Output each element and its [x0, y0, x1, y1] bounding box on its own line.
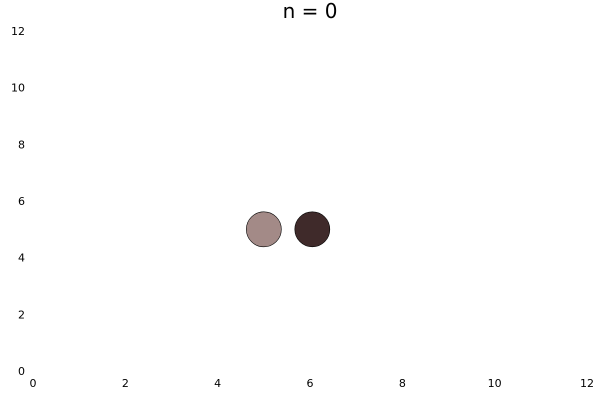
scatter-point: [246, 211, 282, 248]
x-tick-label: 10: [488, 377, 502, 390]
y-tick-label: 4: [18, 252, 25, 265]
chart-title: n = 0: [283, 0, 338, 23]
plot-points: [246, 211, 331, 248]
x-tick-label: 4: [214, 377, 221, 390]
y-axis: 0 2 4 6 8 10 12: [11, 25, 25, 378]
x-axis: 0 2 4 6 8 10 12: [30, 377, 595, 390]
y-tick-label: 2: [18, 308, 25, 321]
x-tick-label: 12: [580, 377, 594, 390]
x-tick-label: 0: [30, 377, 37, 390]
y-tick-label: 10: [11, 82, 25, 95]
scatter-point: [294, 211, 331, 248]
y-tick-label: 12: [11, 25, 25, 38]
y-tick-label: 6: [18, 195, 25, 208]
x-tick-label: 2: [122, 377, 129, 390]
y-tick-label: 0: [18, 365, 25, 378]
x-tick-label: 6: [307, 377, 314, 390]
y-tick-label: 8: [18, 138, 25, 151]
x-tick-label: 8: [399, 377, 406, 390]
